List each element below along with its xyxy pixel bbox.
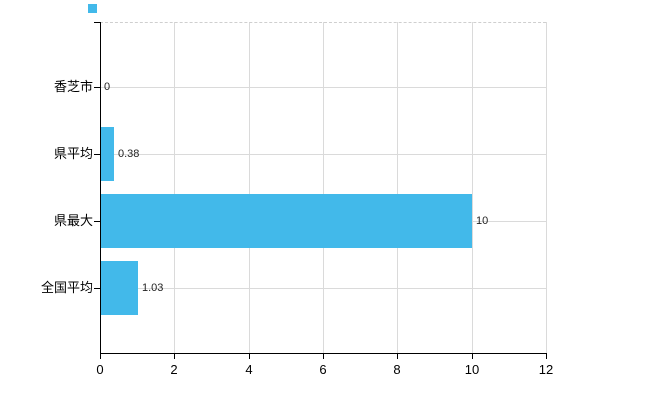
bar	[101, 261, 138, 315]
x-tick-label: 10	[464, 362, 480, 377]
x-axis-tick	[546, 353, 547, 359]
value-label: 10	[476, 215, 489, 227]
bar	[101, 194, 472, 248]
gridline-vertical	[249, 22, 250, 353]
x-tick-label: 4	[245, 362, 253, 377]
category-label: 県平均	[53, 146, 93, 161]
x-axis-tick	[174, 353, 175, 359]
x-tick-label: 2	[170, 362, 178, 377]
category-label: 香芝市	[53, 79, 93, 94]
category-label: 県最大	[53, 213, 93, 228]
gridline-vertical	[472, 22, 473, 353]
bar	[101, 127, 114, 181]
x-axis-tick	[397, 353, 398, 359]
gridline-vertical	[323, 22, 324, 353]
x-tick-label: 12	[538, 362, 554, 377]
y-axis-tick	[94, 154, 100, 155]
x-tick-label: 8	[393, 362, 401, 377]
x-axis-line	[100, 353, 547, 354]
x-axis-tick	[100, 353, 101, 359]
category-label: 全国平均	[40, 280, 93, 295]
plot-top-border	[100, 22, 546, 23]
value-label: 0.38	[118, 148, 140, 160]
gridline-vertical	[546, 22, 547, 353]
y-axis-top-tick	[94, 22, 100, 23]
legend-marker-icon	[88, 4, 97, 13]
x-axis-tick	[472, 353, 473, 359]
x-axis-tick	[323, 353, 324, 359]
gridline-vertical	[174, 22, 175, 353]
x-tick-label: 6	[319, 362, 327, 377]
y-axis-tick	[94, 221, 100, 222]
value-label: 0	[104, 81, 111, 93]
y-axis-line	[100, 22, 101, 353]
value-label: 1.03	[142, 282, 164, 294]
gridline-vertical	[397, 22, 398, 353]
x-axis-tick	[249, 353, 250, 359]
y-axis-tick	[94, 288, 100, 289]
y-axis-tick	[94, 87, 100, 88]
x-tick-label: 0	[96, 362, 104, 377]
